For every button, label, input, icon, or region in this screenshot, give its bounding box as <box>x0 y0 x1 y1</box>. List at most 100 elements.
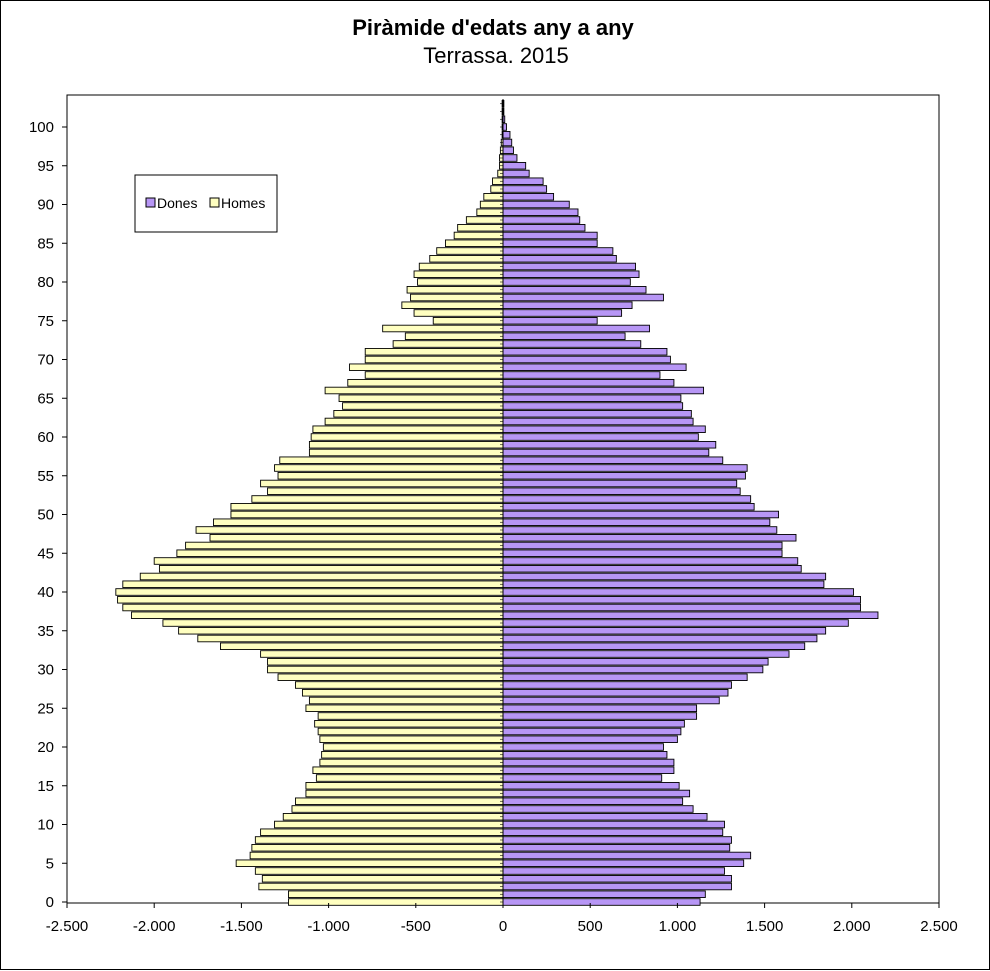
y-tick-label-10: 10 <box>37 817 54 834</box>
bar-homes-age-84 <box>436 247 504 255</box>
bar-homes-age-65 <box>338 394 504 403</box>
y-tick-label-85: 85 <box>37 235 54 252</box>
bar-homes-age-69 <box>349 363 504 372</box>
bar-dones-age-53 <box>502 487 741 496</box>
bar-dones-age-76 <box>502 309 623 317</box>
bar-homes-age-35 <box>178 627 504 635</box>
bar-dones-age-77 <box>502 301 633 310</box>
bar-homes-age-48 <box>195 526 504 534</box>
bars-group <box>115 99 879 906</box>
bar-dones-age-97 <box>502 146 514 154</box>
bar-dones-age-89 <box>502 208 579 216</box>
bar-dones-age-16 <box>502 774 663 782</box>
bar-homes-age-64 <box>342 402 504 410</box>
x-tick-label-2: -1.500 <box>220 918 263 935</box>
legend-box <box>134 174 278 233</box>
bar-dones-age-15 <box>502 782 680 790</box>
bar-homes-age-27 <box>301 689 504 697</box>
bar-dones-age-84 <box>502 247 614 255</box>
bar-dones-age-13 <box>502 797 684 806</box>
bar-homes-age-30 <box>267 665 504 674</box>
bar-homes-age-14 <box>305 789 504 798</box>
bar-dones-age-95 <box>502 161 527 170</box>
bar-dones-age-82 <box>502 262 636 271</box>
bar-dones-age-80 <box>502 278 631 286</box>
x-tick-label-5: 0 <box>499 918 507 935</box>
bar-homes-age-85 <box>444 239 504 247</box>
bar-homes-age-7 <box>251 844 504 852</box>
bar-dones-age-78 <box>502 293 664 302</box>
bar-dones-age-12 <box>502 805 694 813</box>
bar-dones-age-68 <box>502 371 661 379</box>
bar-dones-age-37 <box>502 611 879 620</box>
bar-homes-age-59 <box>308 441 504 449</box>
bar-homes-age-26 <box>308 696 504 705</box>
bar-dones-age-99 <box>502 130 511 139</box>
bar-homes-age-86 <box>453 231 504 240</box>
bar-homes-age-90 <box>479 200 504 209</box>
legend-label-homes: Homes <box>221 195 265 211</box>
y-tick-label-50: 50 <box>37 507 54 524</box>
bar-dones-age-42 <box>502 572 827 581</box>
bar-homes-age-6 <box>249 851 504 860</box>
bar-dones-age-58 <box>502 448 710 457</box>
bar-dones-age-90 <box>502 200 570 209</box>
bar-homes-age-29 <box>277 673 504 682</box>
bar-dones-age-85 <box>502 239 598 247</box>
bar-dones-age-22 <box>502 727 682 736</box>
bar-homes-age-43 <box>158 565 504 573</box>
bar-dones-age-70 <box>502 355 671 364</box>
bar-dones-age-67 <box>502 379 675 387</box>
bar-dones-age-32 <box>502 650 790 658</box>
bar-dones-age-46 <box>502 541 783 550</box>
bar-dones-age-50 <box>502 510 780 519</box>
x-tick-label-9: 2.000 <box>833 918 871 935</box>
bar-homes-age-72 <box>392 340 504 348</box>
bar-homes-age-67 <box>347 379 504 387</box>
bar-homes-age-89 <box>476 208 504 216</box>
bar-dones-age-17 <box>502 766 675 775</box>
legend-swatch-homes <box>209 197 220 208</box>
bar-homes-age-87 <box>457 223 504 232</box>
bar-homes-age-55 <box>277 472 504 480</box>
bar-dones-age-98 <box>502 138 513 147</box>
bar-homes-age-60 <box>310 433 504 441</box>
bar-dones-age-94 <box>502 169 530 178</box>
bar-dones-age-31 <box>502 658 769 666</box>
bar-homes-age-4 <box>254 867 504 875</box>
bar-homes-age-15 <box>305 782 504 790</box>
bar-homes-age-0 <box>288 898 504 906</box>
bar-homes-age-16 <box>315 774 504 782</box>
bar-dones-age-19 <box>502 751 668 759</box>
chart-subtitle: Terrassa. 2015 <box>423 43 569 68</box>
bar-homes-age-17 <box>312 766 504 775</box>
bar-homes-age-32 <box>260 650 504 658</box>
bar-homes-age-75 <box>432 317 504 325</box>
bar-homes-age-50 <box>230 510 504 519</box>
x-tick-label-7: 1.000 <box>659 918 697 935</box>
bar-homes-age-40 <box>115 588 504 596</box>
bar-homes-age-12 <box>291 805 504 813</box>
bar-dones-age-14 <box>502 789 691 798</box>
y-tick-label-20: 20 <box>37 739 54 756</box>
bar-homes-age-49 <box>213 518 504 527</box>
bar-dones-age-36 <box>502 619 849 627</box>
bar-dones-age-33 <box>502 642 806 651</box>
bar-homes-age-20 <box>322 743 504 751</box>
bar-dones-age-35 <box>502 627 827 635</box>
bar-dones-age-0 <box>502 898 701 906</box>
bar-homes-age-68 <box>364 371 504 379</box>
bar-homes-age-62 <box>324 417 504 426</box>
bar-homes-age-41 <box>122 580 504 589</box>
bar-dones-age-20 <box>502 743 664 751</box>
bar-homes-age-2 <box>258 882 504 891</box>
bar-homes-age-70 <box>364 355 504 364</box>
bar-homes-age-5 <box>235 859 504 868</box>
bar-homes-age-21 <box>319 735 504 744</box>
bar-dones-age-74 <box>502 324 650 333</box>
bar-dones-age-2 <box>502 882 732 891</box>
bar-dones-age-72 <box>502 340 642 348</box>
bar-homes-age-81 <box>413 270 504 279</box>
bar-homes-age-58 <box>308 448 504 457</box>
